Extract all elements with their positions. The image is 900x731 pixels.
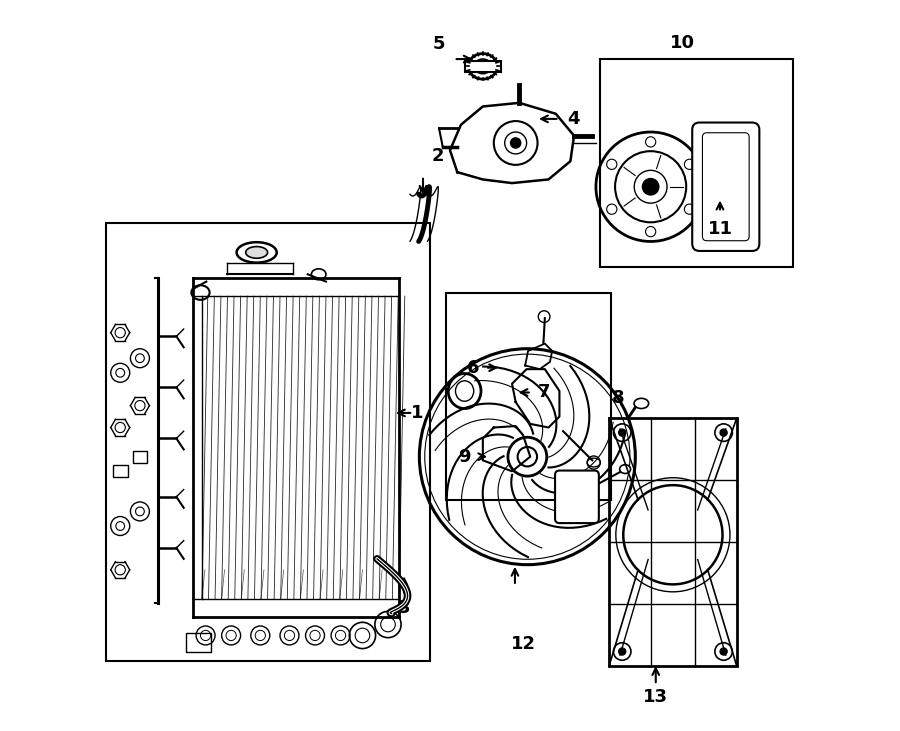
Circle shape: [720, 429, 727, 436]
Text: 3: 3: [398, 599, 410, 617]
Text: 8: 8: [612, 390, 625, 407]
Circle shape: [566, 485, 590, 509]
Circle shape: [518, 447, 537, 466]
Circle shape: [618, 648, 626, 655]
Bar: [112, 466, 128, 477]
Bar: [446, 292, 610, 501]
Text: 9: 9: [458, 447, 471, 466]
Text: 13: 13: [644, 689, 669, 706]
Bar: [609, 418, 737, 666]
Circle shape: [510, 138, 521, 148]
Text: 2: 2: [431, 147, 444, 165]
Bar: [186, 633, 211, 651]
FancyBboxPatch shape: [692, 123, 760, 251]
Circle shape: [643, 178, 659, 195]
Text: 12: 12: [510, 635, 536, 654]
Text: 5: 5: [432, 36, 445, 53]
Ellipse shape: [619, 465, 631, 474]
Bar: [599, 59, 793, 267]
Text: 6: 6: [467, 359, 479, 376]
Ellipse shape: [634, 398, 649, 409]
Text: 10: 10: [670, 34, 695, 52]
Circle shape: [618, 429, 626, 436]
FancyBboxPatch shape: [555, 471, 598, 523]
Ellipse shape: [246, 246, 267, 258]
Circle shape: [720, 648, 727, 655]
Bar: [464, 61, 501, 72]
Bar: [132, 451, 148, 463]
Ellipse shape: [468, 53, 498, 79]
Text: 11: 11: [707, 219, 733, 238]
Bar: [105, 223, 430, 661]
Text: 7: 7: [537, 384, 550, 401]
Text: 1: 1: [411, 404, 424, 422]
Text: 4: 4: [567, 110, 580, 128]
